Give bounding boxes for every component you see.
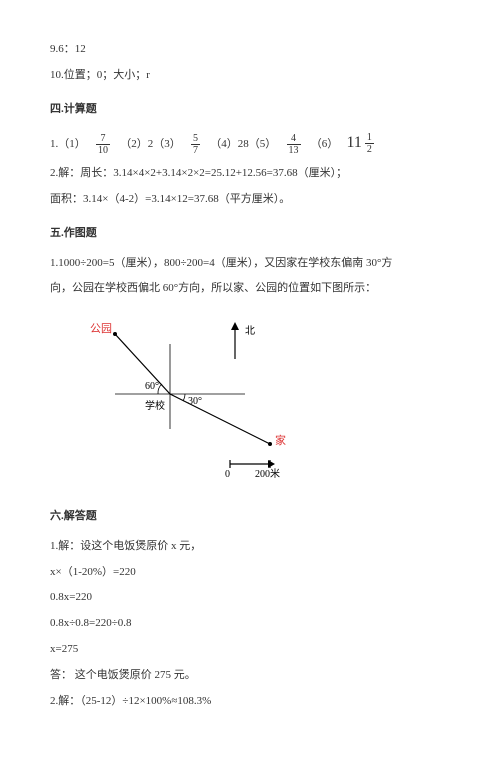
section5-q1a: 1.1000÷200=5（厘米），800÷200=4（厘米），又因家在学校东偏南… (50, 254, 450, 274)
label-school: 学校 (145, 399, 165, 412)
section4-q2a: 2.解：周长：3.14×4×2+3.14×2×2=25.12+12.56=37.… (50, 164, 450, 184)
s6-l3: 0.8x÷0.8=220÷0.8 (50, 614, 450, 634)
section5-title: 五.作图题 (50, 224, 450, 244)
s6-l6: 2.解：（25-12）÷12×100%≈108.3% (50, 692, 450, 712)
s6-l1: x×（1-20%）=220 (50, 563, 450, 583)
frac-4-13: 413 (287, 133, 301, 156)
q1-prefix: 1.（1） (50, 138, 86, 150)
s6-l4: x=275 (50, 640, 450, 660)
mixed-11-1-2: 11 12 (347, 129, 376, 158)
section6-title: 六.解答题 (50, 507, 450, 527)
q1-b: （2）2（3） (120, 138, 181, 150)
line-10: 10.位置；0；大小；r (50, 66, 450, 86)
frac-5-7: 57 (191, 133, 200, 156)
q1-d: （6） (311, 138, 339, 150)
section5-q1b: 向，公园在学校西偏北 60°方向，所以家、公园的位置如下图所示： (50, 279, 450, 299)
scale-zero: 0 (225, 469, 230, 480)
section4-title: 四.计算题 (50, 100, 450, 120)
scale-end: 200米 (255, 467, 280, 480)
location-diagram: 北 公园 60° 家 30° 学校 0 200米 (90, 314, 450, 492)
s6-l0: 1.解：设这个电饭煲原价 x 元， (50, 537, 450, 557)
label-home: 家 (275, 433, 286, 447)
s6-l5: 答： 这个电饭煲原价 275 元。 (50, 666, 450, 686)
label-angle60: 60° (145, 381, 159, 392)
q1-c: （4）28（5） (210, 138, 276, 150)
section4-q2b: 面积：3.14×（4-2）=3.14×12=37.68（平方厘米）。 (50, 190, 450, 210)
section4-q1: 1.（1） 710 （2）2（3） 57 （4）28（5） 413 （6） 11… (50, 129, 450, 158)
label-angle30: 30° (188, 396, 202, 407)
s6-l2: 0.8x=220 (50, 588, 450, 608)
frac-7-10: 710 (96, 133, 110, 156)
line-9: 9.6：12 (50, 40, 450, 60)
label-north: 北 (245, 325, 255, 337)
label-park: 公园 (90, 322, 112, 335)
